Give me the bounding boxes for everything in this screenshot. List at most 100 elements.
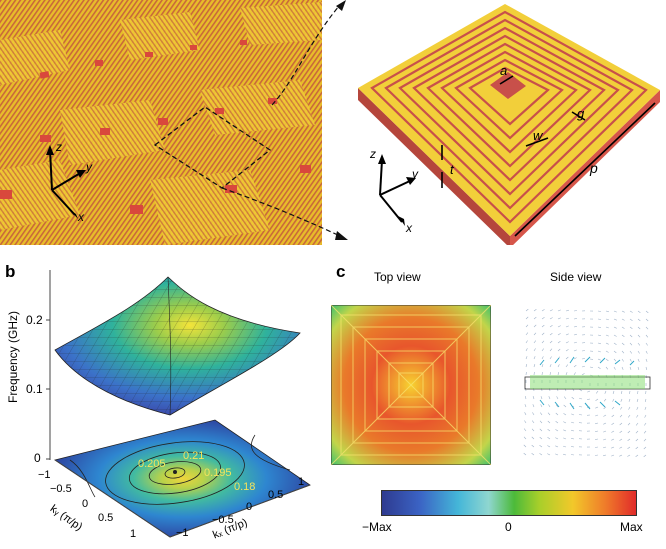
ky-tick: −0.5 [50,483,72,495]
field-arrow [532,412,535,416]
field-arrow [541,324,545,328]
field-arrow [549,356,552,360]
field-arrow [612,390,615,394]
field-arrow [565,317,569,320]
unit-center-marker [145,52,153,57]
contour-base [54,419,311,538]
field-arrow [557,333,561,336]
contour-label-0.205: 0.205 [138,458,166,470]
field-arrow [627,454,631,457]
field-arrow [628,406,631,410]
field-arrow [555,412,559,416]
field-arrow [595,430,599,432]
field-arrow [645,310,649,314]
field-arrow [573,310,578,312]
field-arrow [531,436,535,440]
field-arrow [643,430,647,434]
unit-cell-3d-image [358,4,660,245]
field-arrow [627,422,631,426]
field-arrow [565,364,569,368]
field-arrow [547,428,551,432]
field-arrow [549,309,553,312]
field-arrow [524,396,527,400]
field-arrow [565,372,568,376]
field-arrow [635,430,639,434]
field-arrow [611,422,615,425]
field-arrow [548,396,551,400]
ky-tick: 1 [130,528,137,540]
field-arrow [603,438,607,441]
unit-center-marker [100,128,110,135]
field-arrow [645,334,649,338]
field-arrow [637,350,640,354]
field-arrow [533,364,536,368]
axis-z-right: z [370,147,376,161]
field-arrow [540,412,543,416]
field-arrow [637,358,640,362]
axis-x-right: x [406,221,412,235]
field-arrow [644,406,647,410]
field-arrow [619,438,623,441]
field-arrow [541,348,544,352]
field-arrow [533,324,537,328]
unit-center-marker [268,98,277,104]
field-arrow [621,358,624,362]
colorbar-zero-label: 0 [505,520,512,534]
field-arrow [636,398,639,402]
field-arrow [637,342,641,346]
field-arrow [581,373,585,376]
field-arrow [587,390,591,393]
field-arrow [549,340,553,344]
dim-w-label: w [533,128,543,143]
field-arrow [619,454,623,457]
field-arrow [627,414,631,418]
field-arrow [573,357,577,360]
axis-z-left: z [56,140,62,154]
field-arrow [557,348,561,352]
field-arrow [611,446,615,449]
field-arrow [629,366,632,370]
field-arrow [549,332,553,336]
field-arrow [603,430,607,433]
field-arrow [619,414,623,418]
field-arrow [547,412,551,416]
field-arrow [629,358,632,362]
field-arrow [541,364,544,368]
field-arrow [613,358,617,362]
field-arrow [635,446,639,450]
field-arrow [532,404,535,408]
unit-center-marker [95,60,103,66]
field-arrow [627,430,631,434]
top-view-field-map [331,305,491,465]
field-arrow [557,340,561,344]
unit-center-marker [215,108,224,114]
field-arrow [573,318,577,320]
field-arrow [533,332,537,336]
field-arrow [636,414,639,418]
axis-x-left: x [78,210,84,224]
dim-a-label: a [500,63,508,78]
field-arrow [549,325,553,328]
field-arrow [549,317,553,320]
field-arrow [613,350,617,354]
unit-center-marker [158,118,168,125]
field-arrow [565,325,569,328]
field-arrow [525,356,528,360]
field-arrow [563,413,567,416]
field-arrow [637,390,639,395]
field-arrow [611,406,615,410]
field-arrow [563,404,567,408]
frequency-axis-label: Frequency (GHz) [6,310,20,404]
field-arrow [563,421,567,424]
field-arrow [524,420,527,424]
field-arrow [541,309,545,312]
field-arrow [555,437,559,440]
unit-center-marker [40,135,51,142]
contour-label-0.18: 0.18 [234,481,256,493]
field-arrow [573,341,577,344]
field-arrow [563,429,567,432]
field-arrow [595,414,599,417]
field-arrow [627,446,631,449]
field-arrow [579,406,583,408]
zoom-connector-arrows [221,0,348,240]
